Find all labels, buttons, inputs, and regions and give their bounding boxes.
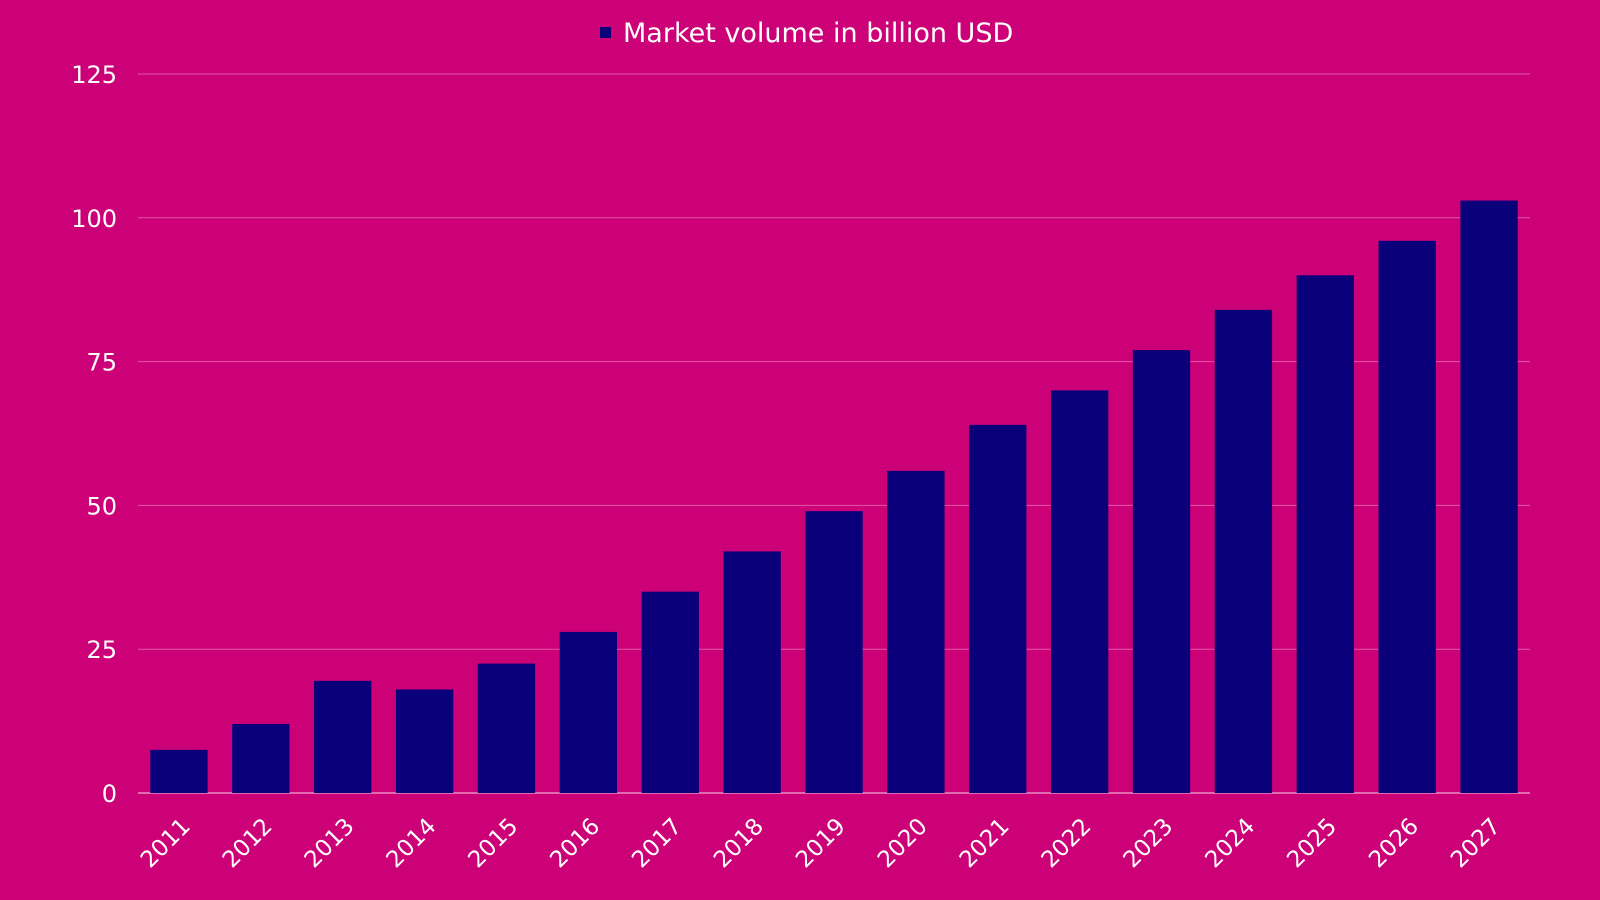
bar-2015 [477, 663, 536, 793]
y-tick-label: 0 [102, 780, 117, 808]
y-tick-label: 125 [71, 61, 117, 89]
x-tick-label: 2025 [1282, 813, 1342, 873]
x-tick-label: 2023 [1119, 813, 1179, 873]
x-tick-label: 2015 [464, 813, 524, 873]
x-tick-label: 2011 [136, 813, 196, 873]
legend: Market volume in billion USD [600, 18, 1013, 49]
y-tick-label: 50 [86, 492, 117, 520]
bar-2012 [232, 723, 290, 793]
y-tick-label: 25 [86, 636, 117, 664]
bar-2017 [641, 591, 699, 793]
x-tick-label: 2021 [955, 813, 1015, 873]
bar-2022 [1050, 390, 1109, 793]
bar-2019 [805, 511, 863, 793]
bar-2025 [1296, 275, 1354, 793]
x-tick-label: 2013 [300, 813, 360, 873]
x-tick-label: 2024 [1200, 813, 1260, 873]
x-tick-label: 2022 [1037, 813, 1097, 873]
bars [150, 200, 1518, 794]
x-tick-label: 2019 [791, 813, 851, 873]
x-tick-label: 2017 [627, 813, 687, 873]
bar-2011 [150, 749, 208, 793]
bar-2026 [1378, 240, 1436, 794]
x-axis: 2011 2012 2013 2014 2015 2016 2017 2018 2019 2020… [136, 813, 1506, 873]
bar-2013 [314, 680, 372, 793]
bar-2020 [887, 470, 945, 793]
legend-label: Market volume in billion USD [623, 18, 1013, 49]
x-tick-label: 2014 [382, 813, 442, 873]
bar-2023 [1132, 350, 1191, 793]
x-tick-label: 2020 [873, 813, 933, 873]
bar-2014 [395, 689, 454, 793]
bar-2018 [723, 551, 781, 793]
x-tick-label: 2012 [218, 813, 278, 873]
bar-2016 [559, 631, 618, 793]
y-tick-label: 75 [86, 349, 117, 377]
bar-2027 [1460, 200, 1518, 793]
x-tick-label: 2026 [1364, 813, 1424, 873]
x-tick-label: 2027 [1446, 813, 1506, 873]
y-tick-label: 100 [71, 205, 117, 233]
y-axis: 0 25 50 75 100 125 [71, 61, 117, 808]
legend-swatch [600, 27, 611, 38]
x-tick-label: 2016 [545, 813, 605, 873]
bar-2021 [969, 424, 1027, 793]
x-tick-label: 2018 [709, 813, 769, 873]
bar-2024 [1214, 309, 1273, 793]
